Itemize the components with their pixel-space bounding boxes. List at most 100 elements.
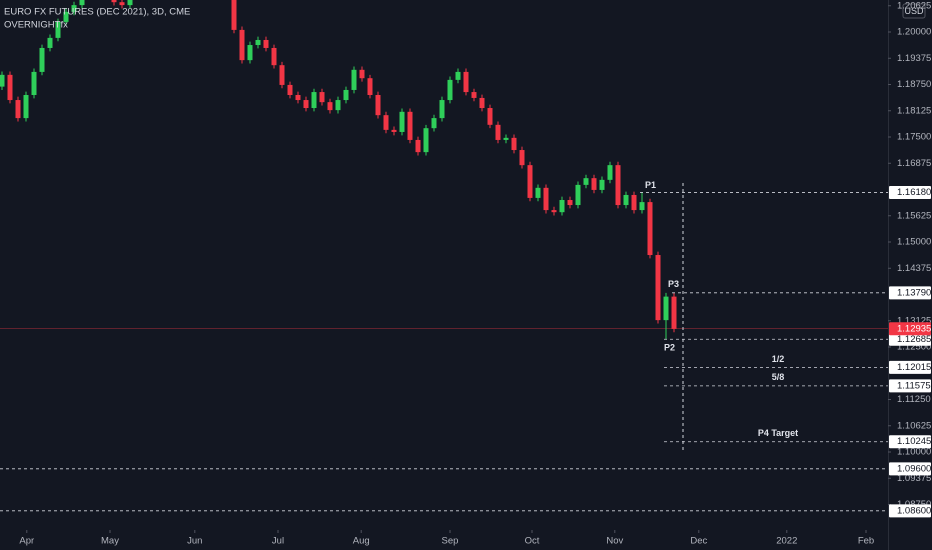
candle-body xyxy=(7,74,13,101)
candle-body xyxy=(375,95,381,116)
candle-body xyxy=(15,100,21,119)
currency-box[interactable] xyxy=(902,3,926,19)
candle-body xyxy=(279,65,285,85)
last-price-box xyxy=(889,322,931,336)
candle-body xyxy=(55,21,61,38)
candle-body xyxy=(647,202,653,256)
y-tick-label: 1.20000 xyxy=(897,27,931,38)
level-price-label: 1.12685 xyxy=(897,334,931,345)
candle-body xyxy=(367,78,373,96)
level-label: P4 Target xyxy=(758,428,798,438)
candle-body xyxy=(503,137,509,140)
level-price-box xyxy=(889,286,931,300)
level-price-label: 1.10245 xyxy=(897,436,931,447)
level-label: P3 xyxy=(668,279,679,289)
x-tick-label: Apr xyxy=(19,536,34,547)
level-price-label: 1.13790 xyxy=(897,287,931,298)
level-price-label: 1.09600 xyxy=(897,463,931,474)
y-tick-label: 1.18750 xyxy=(897,79,931,90)
y-tick-label: 1.15000 xyxy=(897,237,931,248)
candle-body xyxy=(231,0,237,30)
level-label: P2 xyxy=(664,343,675,353)
candle-body xyxy=(431,118,437,129)
level-price-box xyxy=(889,435,931,449)
y-tick-label: 1.19375 xyxy=(897,53,931,64)
candle-body xyxy=(471,92,477,98)
candle-body xyxy=(63,11,69,22)
candle-body xyxy=(639,202,645,211)
level-price-label: 1.08600 xyxy=(897,505,931,516)
x-tick-label: Jul xyxy=(272,536,284,547)
candle-body xyxy=(591,178,597,190)
x-tick-label: Feb xyxy=(858,536,874,547)
candle-body xyxy=(535,187,541,198)
y-tick-label: 1.12500 xyxy=(897,342,931,353)
candle-body xyxy=(623,194,629,206)
x-tick-label: May xyxy=(101,536,119,547)
x-tick-label: Oct xyxy=(525,536,540,547)
y-tick-label: 1.14375 xyxy=(897,263,931,274)
level-price-label: 1.11575 xyxy=(897,380,931,391)
candle-body xyxy=(519,150,525,166)
candle-body xyxy=(455,71,461,80)
candle-body xyxy=(463,71,469,93)
level-price-box xyxy=(889,379,931,393)
candle-body xyxy=(343,89,349,101)
plot-area xyxy=(0,0,888,512)
candle-body xyxy=(247,45,253,61)
y-tick-label: 1.10000 xyxy=(897,447,931,458)
candle-body xyxy=(511,137,517,151)
level-label: 1/2 xyxy=(772,354,785,364)
level-price-box xyxy=(889,185,931,199)
candle-body xyxy=(663,296,669,321)
candle-body xyxy=(615,165,621,206)
chart-subtitle: OVERNIGHTfx xyxy=(4,20,68,31)
y-tick-label: 1.09375 xyxy=(897,473,931,484)
level-price-box xyxy=(889,360,931,374)
candle-body xyxy=(271,47,277,66)
level-price-label: 1.16180 xyxy=(897,187,931,198)
candle-body xyxy=(655,255,661,321)
candle-body xyxy=(31,71,37,96)
candle-body xyxy=(0,74,5,87)
candle-body xyxy=(487,108,493,125)
candle-body xyxy=(39,47,45,72)
candle-body xyxy=(439,100,445,119)
candle-body xyxy=(559,200,565,213)
x-tick-label: Aug xyxy=(353,536,370,547)
candle-body xyxy=(47,37,53,48)
candle-body xyxy=(527,165,533,198)
level-price-label: 1.12015 xyxy=(897,362,931,373)
level-label: 5/8 xyxy=(772,372,785,382)
y-tick-label: 1.11250 xyxy=(897,394,931,405)
candle-body xyxy=(631,194,637,211)
candle-body xyxy=(335,100,341,111)
candle-body xyxy=(119,2,125,6)
candle-body xyxy=(599,179,605,190)
candle-body xyxy=(415,139,421,153)
candle-body xyxy=(399,111,405,132)
level-label: P1 xyxy=(645,180,656,190)
candle-body xyxy=(423,128,429,153)
candle-body xyxy=(111,0,117,3)
candle-body xyxy=(391,129,397,132)
y-tick-label: 1.16875 xyxy=(897,158,931,169)
y-tick-label: 1.17500 xyxy=(897,132,931,143)
currency[interactable]: USD xyxy=(904,6,924,16)
candle-body xyxy=(239,29,245,61)
candle-body xyxy=(71,5,77,12)
candle-body xyxy=(575,184,581,206)
candle-body xyxy=(79,0,85,6)
candle-body xyxy=(359,69,365,79)
level-price-box xyxy=(889,462,931,476)
candle-body xyxy=(311,92,317,109)
candle-body xyxy=(567,200,573,206)
candle-body xyxy=(495,124,501,140)
candle-body xyxy=(407,111,413,140)
candle-body xyxy=(543,187,549,211)
y-tick-label: 1.18125 xyxy=(897,105,931,116)
candle-body xyxy=(351,69,357,90)
candle-body xyxy=(671,296,677,329)
candle-body xyxy=(255,39,261,46)
